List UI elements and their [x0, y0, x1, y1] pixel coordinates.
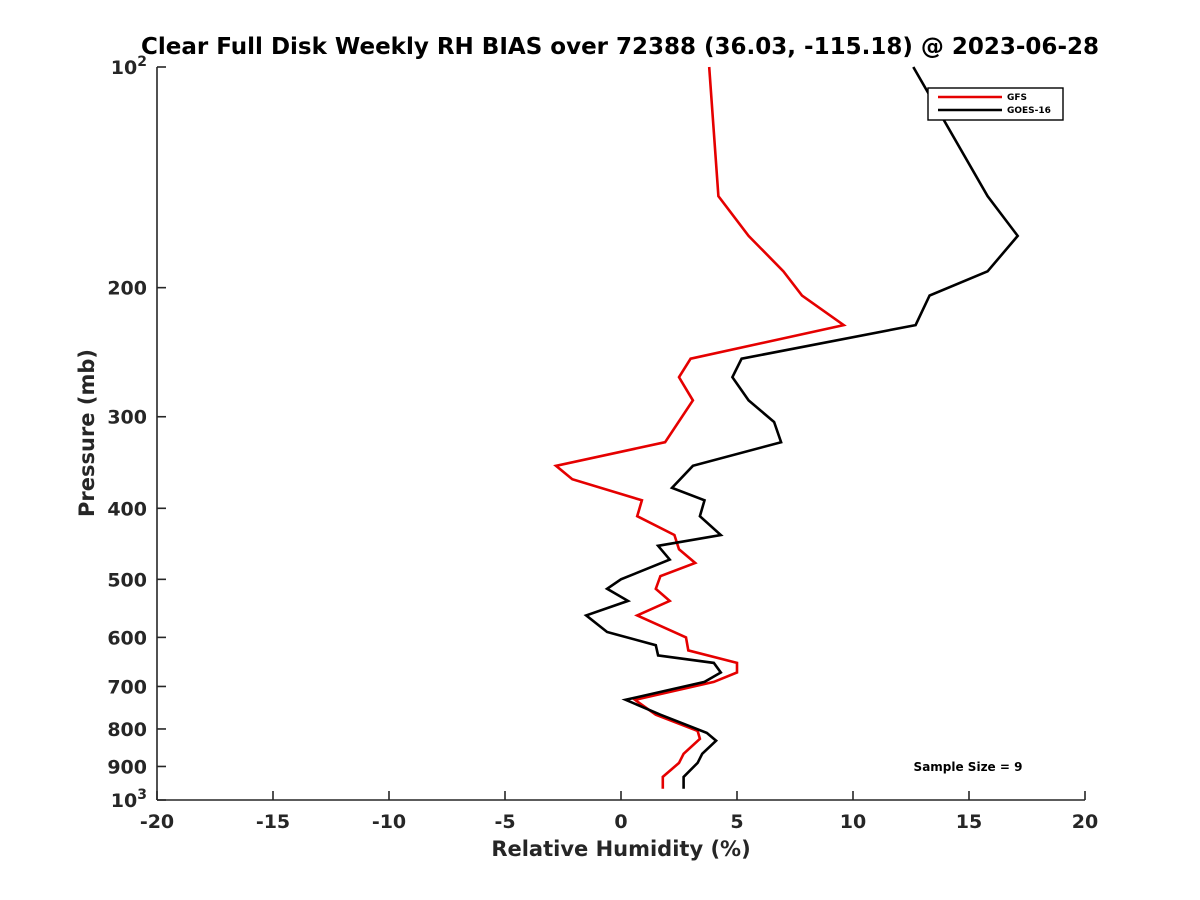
- y-tick-label: 900: [107, 756, 147, 778]
- x-tick-label: -15: [256, 811, 290, 833]
- x-tick-label: 10: [840, 811, 866, 833]
- x-axis-label: Relative Humidity (%): [491, 837, 750, 861]
- legend: GFS GOES-16: [927, 87, 1064, 121]
- y-tick-label: 800: [107, 719, 147, 741]
- x-tick-label: 0: [614, 811, 627, 833]
- x-tick-label: 5: [730, 811, 743, 833]
- series-line-goes16: [583, 66, 1020, 789]
- chart-title: Clear Full Disk Weekly RH BIAS over 7238…: [141, 34, 1099, 60]
- y-tick-label: 200: [107, 278, 147, 300]
- x-tick-label: 20: [1072, 811, 1098, 833]
- x-tick-label: -20: [140, 811, 174, 833]
- y-axis-label: Pressure (mb): [75, 349, 99, 517]
- legend-label-gfs: GFS: [1007, 93, 1027, 103]
- y-tick-label: 102: [111, 54, 147, 79]
- series-line-gfs: [553, 66, 847, 789]
- y-tick-label: 400: [107, 498, 147, 520]
- x-tick-label: -10: [372, 811, 406, 833]
- y-tick-label: 500: [107, 569, 147, 591]
- y-tick-label: 700: [107, 676, 147, 698]
- y-tick-label: 103: [111, 787, 147, 812]
- y-axis-ticks: 102 200 300 400 500 600 700 800 900 103: [107, 54, 166, 812]
- legend-label-goes16: GOES-16: [1007, 106, 1051, 116]
- series-lines: [553, 66, 1020, 789]
- x-axis-ticks: -20 -15 -10 -5 0 5 10 15 20: [140, 791, 1098, 833]
- x-tick-label: -5: [494, 811, 515, 833]
- legend-box: [927, 87, 1064, 121]
- y-tick-label: 600: [107, 627, 147, 649]
- y-tick-label: 300: [107, 407, 147, 429]
- sample-size-annotation: Sample Size = 9: [914, 760, 1023, 774]
- x-tick-label: 15: [956, 811, 982, 833]
